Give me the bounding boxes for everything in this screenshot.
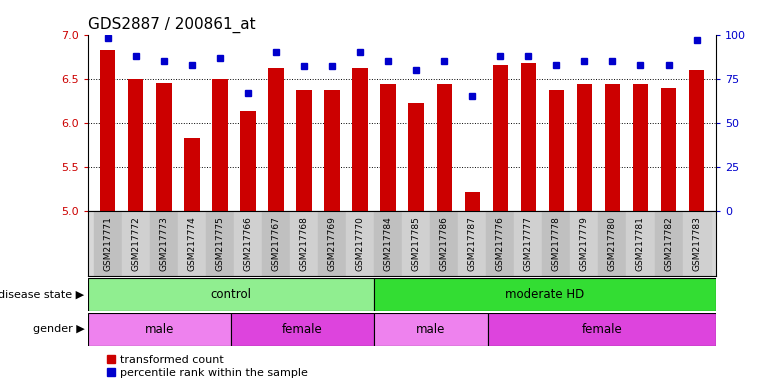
Bar <box>346 211 374 276</box>
Bar <box>458 211 486 276</box>
Bar <box>178 211 206 276</box>
Bar <box>548 90 564 211</box>
Text: GSM217774: GSM217774 <box>188 217 196 271</box>
Bar <box>654 211 683 276</box>
Bar <box>542 211 571 276</box>
Bar <box>374 313 488 346</box>
Text: gender ▶: gender ▶ <box>32 324 84 334</box>
Bar <box>156 83 172 211</box>
Bar <box>374 211 402 276</box>
Bar <box>571 211 598 276</box>
Bar <box>231 313 374 346</box>
Text: female: female <box>581 323 623 336</box>
Bar <box>577 84 592 211</box>
Text: GSM217767: GSM217767 <box>271 217 280 271</box>
Text: GSM217779: GSM217779 <box>580 217 589 271</box>
Text: female: female <box>282 323 322 336</box>
Bar <box>683 211 711 276</box>
Text: GSM217770: GSM217770 <box>355 217 365 271</box>
Bar <box>100 50 116 211</box>
Bar <box>408 103 424 211</box>
Bar <box>374 278 716 311</box>
Text: GDS2887 / 200861_at: GDS2887 / 200861_at <box>88 17 256 33</box>
Bar <box>212 79 228 211</box>
Text: GSM217787: GSM217787 <box>468 217 476 271</box>
Text: GSM217783: GSM217783 <box>692 217 701 271</box>
Bar <box>150 211 178 276</box>
Bar <box>262 211 290 276</box>
Text: moderate HD: moderate HD <box>506 288 584 301</box>
Text: control: control <box>211 288 251 301</box>
Text: GSM217785: GSM217785 <box>411 217 421 271</box>
Bar <box>381 84 396 211</box>
Bar <box>324 90 340 211</box>
Bar <box>128 79 143 211</box>
Bar <box>268 68 283 211</box>
Bar <box>402 211 430 276</box>
Bar <box>184 138 200 211</box>
Bar <box>604 84 620 211</box>
Text: GSM217772: GSM217772 <box>131 217 140 271</box>
Bar <box>661 88 676 211</box>
Bar <box>488 313 716 346</box>
Bar <box>486 211 514 276</box>
Text: GSM217784: GSM217784 <box>384 217 393 271</box>
Text: GSM217771: GSM217771 <box>103 217 112 271</box>
Bar <box>88 313 231 346</box>
Text: GSM217775: GSM217775 <box>215 217 224 271</box>
Bar <box>296 90 312 211</box>
Text: GSM217786: GSM217786 <box>440 217 449 271</box>
Bar <box>430 211 458 276</box>
Text: GSM217781: GSM217781 <box>636 217 645 271</box>
Text: male: male <box>145 323 174 336</box>
Legend: transformed count, percentile rank within the sample: transformed count, percentile rank withi… <box>106 355 307 378</box>
Bar <box>627 211 654 276</box>
Bar <box>633 84 648 211</box>
Text: GSM217766: GSM217766 <box>244 217 253 271</box>
Text: GSM217776: GSM217776 <box>496 217 505 271</box>
Bar <box>122 211 150 276</box>
Bar <box>521 63 536 211</box>
Bar <box>493 65 508 211</box>
Bar <box>318 211 346 276</box>
Bar <box>88 278 374 311</box>
Text: GSM217769: GSM217769 <box>328 217 336 271</box>
Bar <box>352 68 368 211</box>
Text: GSM217780: GSM217780 <box>608 217 617 271</box>
Bar <box>598 211 627 276</box>
Bar <box>290 211 318 276</box>
Text: GSM217782: GSM217782 <box>664 217 673 271</box>
Text: GSM217768: GSM217768 <box>300 217 309 271</box>
Bar <box>514 211 542 276</box>
Bar <box>241 111 256 211</box>
Bar <box>234 211 262 276</box>
Bar <box>437 84 452 211</box>
Bar <box>689 70 704 211</box>
Bar <box>464 192 480 211</box>
Text: male: male <box>416 323 445 336</box>
Text: GSM217778: GSM217778 <box>552 217 561 271</box>
Bar <box>93 211 122 276</box>
Text: GSM217773: GSM217773 <box>159 217 169 271</box>
Text: disease state ▶: disease state ▶ <box>0 290 84 300</box>
Bar <box>206 211 234 276</box>
Text: GSM217777: GSM217777 <box>524 217 533 271</box>
